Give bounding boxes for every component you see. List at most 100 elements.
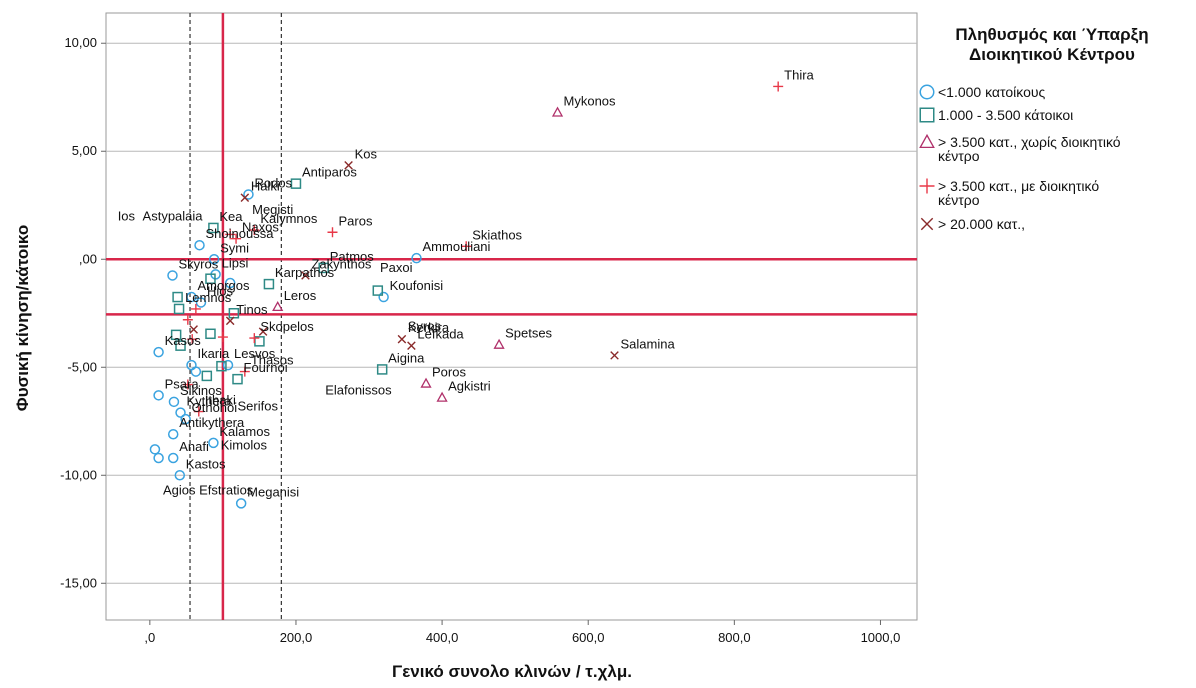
data-point-gt3500_center: [327, 227, 338, 238]
data-point-gt3500_center: [217, 332, 228, 343]
point-label: Thasos: [251, 353, 294, 368]
data-point-1000to3500: [205, 273, 216, 284]
legend-label: κέντρο: [938, 148, 980, 164]
x-tick-label: 200,0: [280, 630, 313, 645]
point-label: Koufonisi: [390, 278, 444, 293]
data-point-lt1000: [243, 189, 254, 200]
data-point-lt1000: [411, 252, 422, 264]
x-tick-label: 600,0: [572, 630, 605, 645]
data-point-lt1000: [149, 444, 161, 455]
point-label: Symi: [220, 240, 249, 255]
point-label: Rodos: [254, 175, 292, 190]
data-point-gt20000: [397, 334, 407, 344]
point-label: Lipsi: [222, 255, 249, 270]
data-points: [149, 81, 784, 509]
data-point-lt1000: [186, 291, 197, 303]
point-label: Kythera: [187, 394, 233, 409]
data-point-lt1000: [180, 413, 191, 425]
data-point-gt3500_nocenter: [420, 377, 432, 388]
data-point-1000to3500: [263, 278, 275, 290]
x-tick-label: ,0: [144, 630, 155, 645]
y-tick-label: -10,00: [60, 467, 97, 482]
y-axis: 10,00 5,00 ,00 -5,00 -10,00 -15,00: [60, 35, 106, 590]
x-tick-label: 800,0: [718, 630, 751, 645]
point-label: Spetses: [505, 326, 552, 341]
point-label: Halki: [251, 179, 280, 194]
point-label: Zakynthos: [311, 256, 371, 271]
point-label: Mykonos: [564, 93, 617, 108]
plot-frame: [105, 12, 918, 621]
legend-marker-lt1000: [919, 84, 935, 100]
point-label: Kalymnos: [260, 211, 318, 226]
point-label: Tinos: [236, 302, 268, 317]
data-point-1000to3500: [290, 178, 302, 189]
data-point-gt3500_center: [231, 233, 242, 244]
point-label: Meganisi: [247, 484, 299, 499]
point-label: Leros: [284, 288, 317, 303]
point-label: Anafi: [179, 439, 209, 454]
y-tick-label: ,00: [79, 251, 97, 266]
data-point-1000to3500: [216, 360, 227, 372]
x-tick-label: 1000,0: [861, 630, 901, 645]
data-point-gt20000: [610, 351, 619, 360]
data-point-1000to3500: [318, 262, 329, 274]
data-point-gt3500_center: [239, 366, 250, 377]
point-label: Kastos: [186, 456, 226, 471]
point-label: Serifos: [238, 398, 279, 413]
legend-marker-gt20000: [920, 217, 934, 231]
point-label: Agkistri: [448, 379, 491, 394]
point-label: Hios: [207, 283, 234, 298]
data-point-lt1000: [208, 254, 220, 265]
data-point-gt20000: [301, 271, 310, 280]
point-label: Shoinoussa: [206, 226, 275, 241]
point-label: Syros: [408, 319, 442, 334]
data-point-1000to3500: [170, 329, 182, 341]
data-point-gt20000: [258, 327, 268, 336]
point-label: Lesvos: [234, 346, 276, 361]
legend-marker-gt3500_center: [919, 178, 935, 194]
legend-label: 1.000 - 3.500 κάτοικοι: [938, 107, 1073, 123]
point-label: Naxos: [242, 220, 279, 235]
data-point-gt3500_center: [187, 334, 198, 345]
legend-label: > 20.000 κατ.,: [938, 216, 1025, 232]
point-label: Amorgos: [197, 278, 250, 293]
reference-lines: [106, 13, 917, 620]
point-label: Lemnos: [185, 290, 232, 305]
data-point-gt3500_nocenter: [272, 300, 284, 312]
data-point-1000to3500: [173, 303, 185, 315]
point-label: Ammouliani: [423, 239, 491, 254]
point-label: Astypalaia: [143, 208, 204, 223]
x-axis: ,0 200,0 400,0 600,0 800,0 1000,0: [144, 620, 900, 645]
point-label: Psara: [165, 376, 200, 391]
data-point-gt3500_center: [182, 314, 193, 325]
data-point-lt1000: [222, 359, 234, 371]
data-point-gt3500_nocenter: [436, 391, 448, 402]
data-point-gt20000: [240, 193, 250, 202]
data-point-gt20000: [407, 341, 416, 350]
data-point-lt1000: [175, 407, 186, 418]
point-label: Skiathos: [472, 227, 522, 242]
data-point-lt1000: [194, 239, 205, 251]
point-label: Antiparos: [302, 165, 357, 180]
data-point-gt3500_center: [193, 406, 204, 417]
point-label: Skyros: [178, 256, 218, 271]
point-label: Sikinos: [180, 383, 222, 398]
point-label: Kimolos: [221, 437, 268, 452]
data-point-gt3500_nocenter: [551, 106, 564, 117]
data-point-gt20000: [189, 325, 198, 334]
data-point-lt1000: [195, 297, 207, 308]
point-label: Kos: [355, 146, 378, 161]
data-point-1000to3500: [175, 340, 186, 351]
data-point-lt1000: [224, 277, 236, 289]
point-label: Ios: [118, 208, 136, 223]
y-tick-label: -5,00: [67, 359, 97, 374]
data-point-gt3500_center: [190, 303, 201, 314]
x-axis-title: Γενικό συνολο κλινών / τ.χλμ.: [392, 662, 632, 681]
point-label: Agios Efstratios: [163, 483, 254, 498]
point-label: Kea: [219, 209, 243, 224]
data-point-lt1000: [167, 270, 178, 281]
legend-marker-gt3500_nocenter: [919, 133, 935, 149]
point-label: Skopelos: [260, 319, 314, 334]
